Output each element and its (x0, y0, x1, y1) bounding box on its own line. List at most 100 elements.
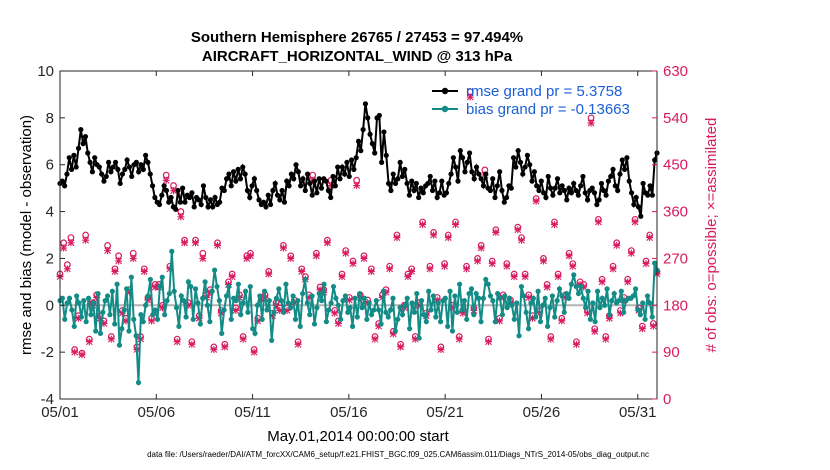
bias-point (559, 293, 565, 299)
obs-assimilated-marker (616, 309, 624, 317)
rmse-point (117, 180, 123, 187)
obs-assimilated-marker (74, 314, 82, 322)
obs-assimilated-marker (243, 254, 251, 262)
obs-assimilated-marker (510, 273, 518, 281)
obs-assimilated-marker (605, 314, 613, 322)
bias-point (452, 293, 458, 299)
bias-point (483, 276, 489, 283)
rmse-point (554, 176, 561, 182)
rmse-point (598, 180, 605, 187)
rmse-point (580, 173, 586, 180)
bias-point (354, 314, 360, 320)
rmse-point (87, 159, 93, 165)
rmse-point (399, 173, 406, 180)
bias-point (468, 286, 475, 292)
bias-point (464, 316, 470, 322)
rmse-point (406, 192, 413, 198)
rmse-point (228, 183, 234, 189)
bias-point (630, 293, 636, 299)
bias-point (442, 295, 448, 301)
bias-point (123, 286, 130, 292)
bias-point (195, 300, 201, 306)
rmse-point (443, 190, 450, 196)
bias-point (449, 328, 456, 334)
obs-assimilated-marker (474, 257, 482, 265)
rmse-point (425, 180, 431, 187)
bias-point (69, 307, 75, 313)
bias-point (292, 316, 299, 322)
obs-assimilated-marker (627, 249, 635, 257)
bias-point (173, 305, 180, 311)
bias-point (257, 293, 263, 299)
bias-point (245, 309, 251, 315)
bias-point (554, 298, 560, 304)
rmse-point (149, 183, 156, 189)
bias-point (416, 335, 422, 341)
bias-point (547, 305, 553, 311)
rmse-point (265, 192, 271, 198)
rmse-point (80, 141, 86, 147)
rmse-point (203, 194, 209, 201)
rmse-point (73, 164, 79, 170)
obs-assimilated-marker (624, 278, 632, 286)
obs-assimilated-marker (283, 306, 291, 314)
rmse-point (490, 176, 496, 182)
obs-assimilated-marker (594, 218, 602, 226)
rmse-point (547, 185, 554, 191)
rmse-point (136, 169, 142, 175)
bias-point (288, 305, 294, 311)
rmse-point (286, 183, 292, 189)
bias-point (90, 300, 96, 306)
bias-point (611, 290, 617, 297)
obs-assimilated-marker (375, 322, 383, 330)
rmse-point (557, 190, 563, 196)
bias-point (250, 326, 256, 332)
rmse-point (233, 178, 239, 184)
plot-area (56, 70, 661, 400)
rmse-point (263, 204, 269, 210)
y-tick-label: 8 (46, 110, 54, 127)
y-tick-label: -2 (41, 344, 54, 361)
bias-point (112, 321, 118, 327)
rmse-point (390, 171, 396, 177)
bias-point (385, 314, 391, 320)
bias-point (252, 330, 258, 336)
bias-point (373, 298, 379, 304)
obs-assimilated-marker (93, 293, 101, 301)
bias-point (59, 295, 65, 301)
bias-point (183, 314, 189, 320)
bias-point (361, 295, 368, 301)
rmse-point (173, 206, 179, 212)
rmse-point (99, 171, 105, 177)
bias-point (235, 281, 241, 287)
obs-assimilated-marker (159, 304, 167, 312)
obs-assimilated-marker (228, 273, 236, 281)
bias-point (278, 298, 284, 304)
obs-assimilated-marker (452, 221, 460, 229)
rmse-point (226, 171, 232, 177)
rmse-point (608, 173, 614, 180)
bias-point (326, 307, 332, 313)
bias-point (188, 283, 194, 290)
rmse-point (105, 159, 112, 165)
legend-bias-marker (441, 105, 449, 113)
rmse-point (318, 185, 325, 191)
obs-assimilated-marker (459, 309, 467, 317)
bias-point (121, 307, 127, 313)
rmse-point (78, 126, 84, 133)
obs-assimilated-marker (426, 265, 434, 273)
obs-assimilated-marker (517, 236, 525, 244)
rmse-point (365, 115, 371, 121)
rmse-point (517, 159, 524, 165)
bias-point (349, 323, 356, 329)
rmse-point (335, 164, 341, 170)
bias-point (437, 319, 444, 325)
x-axis-label: May.01,2014 00:00:00 start (267, 428, 449, 445)
rmse-point (284, 178, 290, 184)
bias-point (378, 321, 384, 327)
bias-point (578, 283, 584, 290)
rmse-point (508, 185, 514, 191)
obs-assimilated-marker (265, 270, 273, 278)
bias-point (561, 309, 567, 315)
rmse-point (122, 166, 128, 172)
